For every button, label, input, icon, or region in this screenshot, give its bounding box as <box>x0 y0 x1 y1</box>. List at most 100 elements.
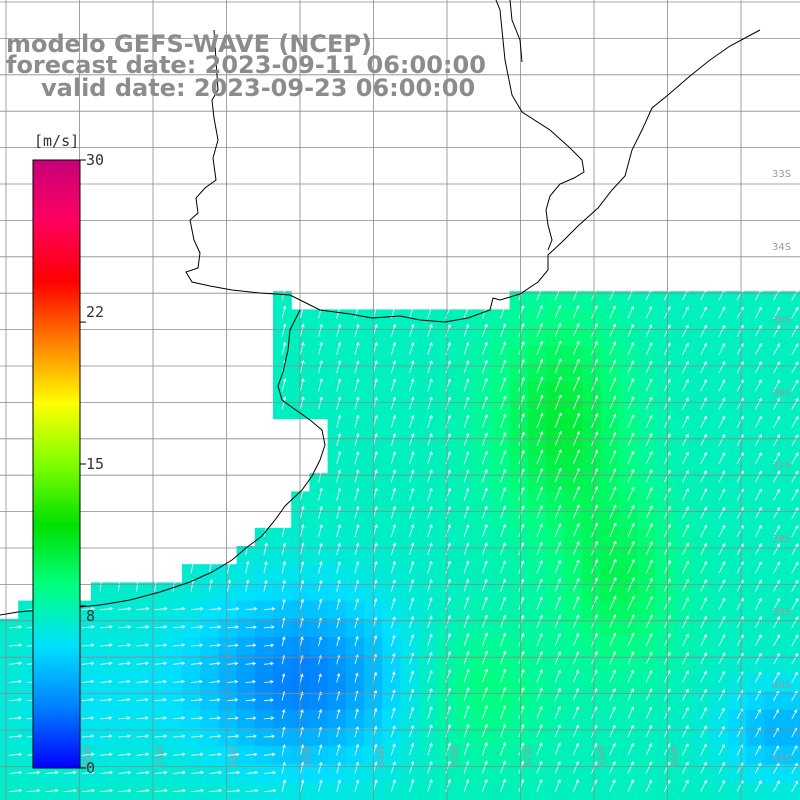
wind-cell <box>400 691 420 711</box>
wind-arrow <box>209 788 223 793</box>
wind-cell <box>709 436 729 456</box>
wind-cell <box>618 673 638 693</box>
wind-cell <box>782 564 800 583</box>
wind-arrow <box>518 668 525 683</box>
wind-arrow <box>390 469 396 483</box>
wind-arrow <box>336 617 341 629</box>
wind-arrow <box>554 760 561 774</box>
valid-date: valid date: 2023-09-23 06:00:00 <box>41 74 476 102</box>
wind-cell <box>455 637 474 656</box>
wind-arrow <box>136 643 150 647</box>
wind-cell <box>309 400 329 420</box>
wind-cell <box>509 709 529 729</box>
wind-cell <box>691 746 711 765</box>
wind-cell <box>600 618 620 638</box>
wind-arrow <box>609 724 616 738</box>
wind-arrow <box>645 378 653 392</box>
wind-arrow <box>63 788 77 793</box>
wind-arrow <box>390 542 396 556</box>
wind-cell <box>382 673 401 693</box>
wind-arrow <box>572 596 580 610</box>
wind-arrow <box>791 361 799 374</box>
wind-arrow <box>572 340 580 356</box>
wind-cell <box>764 600 784 620</box>
wind-arrow <box>299 779 305 792</box>
wind-cell <box>509 364 529 383</box>
wind-cell <box>418 473 438 492</box>
wind-cell <box>709 491 729 511</box>
wind-cell <box>728 746 747 765</box>
wind-cell <box>327 618 347 638</box>
wind-arrow <box>354 761 360 774</box>
wind-cell <box>527 764 547 784</box>
wind-cell <box>564 400 583 420</box>
wind-arrow <box>336 396 342 410</box>
wind-cell <box>309 345 329 365</box>
wind-cell <box>509 327 529 347</box>
wind-cell <box>655 345 674 365</box>
wind-arrow <box>609 486 617 501</box>
wind-arrow <box>409 615 415 629</box>
wind-arrow <box>572 687 580 701</box>
wind-arrow <box>9 770 23 775</box>
wind-cell <box>709 509 729 529</box>
wind-cell <box>728 364 747 383</box>
wind-cell <box>746 291 765 310</box>
wind-arrow <box>481 596 488 610</box>
wind-arrow <box>791 616 799 629</box>
wind-cell <box>509 491 529 511</box>
wind-arrow <box>773 506 780 519</box>
colorbar-tick-8: 8 <box>86 607 96 625</box>
wind-arrow <box>336 341 342 356</box>
wind-cell <box>764 655 784 674</box>
wind-arrow <box>354 635 359 647</box>
wind-cell <box>345 691 365 711</box>
wind-cell <box>564 364 583 383</box>
wind-arrow <box>281 341 287 355</box>
wind-arrow <box>572 304 580 319</box>
wind-cell <box>691 291 711 310</box>
wind-cell <box>418 327 438 347</box>
wind-cell <box>709 473 729 492</box>
wind-cell <box>546 655 565 674</box>
wind-cell <box>618 655 638 674</box>
wind-cell <box>655 327 674 347</box>
wind-arrow <box>572 651 580 665</box>
wind-cell <box>473 382 492 401</box>
wind-cell <box>728 655 747 674</box>
wind-arrow <box>773 762 780 774</box>
wind-cell <box>473 709 492 729</box>
wind-cell <box>546 291 565 310</box>
wind-cell <box>637 509 656 529</box>
wind-cell <box>746 618 765 638</box>
wind-cell <box>273 582 292 602</box>
wind-cell <box>436 746 456 765</box>
wind-cell <box>600 309 620 329</box>
model-title: modelo GEFS-WAVE (NCEP) <box>6 30 372 58</box>
wind-arrow <box>773 543 780 556</box>
wind-cell <box>564 509 583 529</box>
wind-cell <box>473 728 492 747</box>
wind-cell <box>291 637 310 656</box>
wind-cell <box>382 564 401 583</box>
wind-arrow <box>609 558 617 574</box>
wind-arrow <box>463 778 470 792</box>
wind-arrow <box>536 632 543 647</box>
wind-arrow <box>409 578 415 592</box>
wind-arrow <box>682 651 689 665</box>
wind-cell <box>673 546 693 565</box>
wind-cell <box>691 455 711 474</box>
wind-arrow <box>154 716 168 720</box>
wind-cell <box>455 746 474 765</box>
wind-arrow <box>773 288 780 301</box>
wind-arrow <box>554 669 561 683</box>
wind-arrow <box>318 360 323 374</box>
wind-arrow <box>791 434 799 447</box>
wind-arrow <box>118 606 132 611</box>
wind-arrow <box>281 673 286 683</box>
wind-cell <box>564 673 583 693</box>
wind-cell <box>691 655 711 674</box>
wind-arrow <box>554 412 562 428</box>
wind-cell <box>491 400 511 420</box>
wind-arrow <box>427 687 433 701</box>
